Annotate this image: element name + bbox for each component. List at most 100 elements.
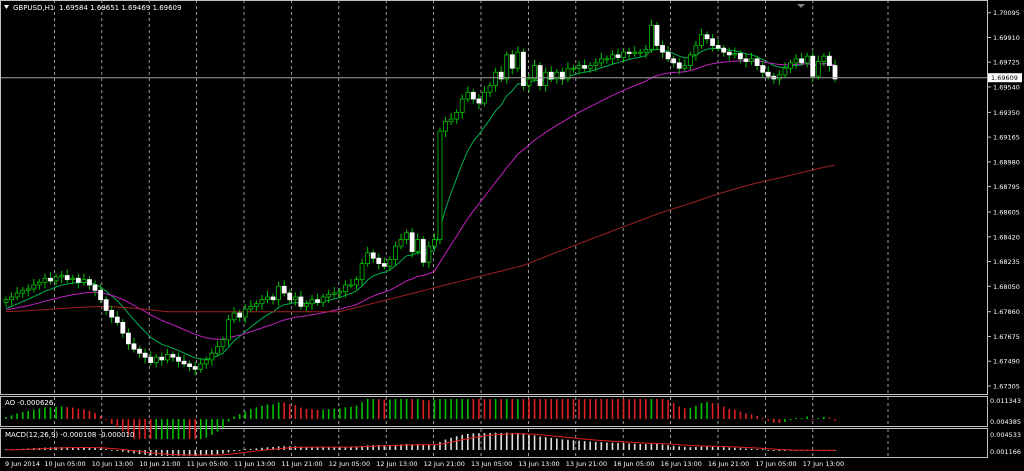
ao-bar (622, 399, 625, 419)
ao-bar (606, 399, 608, 419)
ao-bar (300, 407, 302, 419)
ao-bar (127, 419, 130, 436)
macd-bar (166, 450, 169, 456)
macd-bar (728, 447, 731, 450)
time-label: 11 Jun 05:00 (187, 460, 228, 468)
price-tick-label: 1.69540 (993, 83, 1020, 91)
candle-body (148, 356, 154, 363)
candle-body (782, 67, 788, 76)
ao-bar (44, 407, 46, 419)
macd-bar (784, 450, 786, 451)
candles (3, 19, 838, 376)
macd-bar (294, 446, 297, 450)
candle-body (598, 58, 604, 64)
macd-bar (511, 432, 514, 450)
price-tick-label: 1.68235 (993, 258, 1020, 266)
ao-bar (283, 402, 285, 419)
ao-bar (439, 399, 441, 419)
macd-bar (528, 434, 530, 450)
candle-body (754, 58, 760, 66)
candle-body (226, 319, 231, 341)
ao-bar (778, 419, 781, 424)
ao-bar (494, 399, 497, 419)
candle-body (114, 316, 120, 323)
candle-body (799, 58, 805, 64)
ao-bar (695, 405, 697, 419)
candle-body (365, 252, 371, 264)
chevron-down-icon[interactable] (4, 5, 9, 9)
ao-bar (483, 399, 486, 419)
macd-bar (789, 450, 792, 451)
ao-bar (461, 399, 464, 419)
ao-label: AO -0.000626 (5, 399, 54, 407)
candle-body (593, 62, 599, 66)
macd-bar (355, 446, 358, 450)
ao-bar (116, 419, 119, 428)
ao-bar (633, 399, 636, 419)
ao-bar (188, 419, 191, 439)
ao-bar (372, 399, 375, 419)
ao-bar (556, 399, 558, 419)
macd-bar (94, 447, 96, 450)
candle-body (370, 252, 376, 259)
ao-bar (105, 419, 107, 421)
price-tick-label: 1.67860 (993, 308, 1020, 316)
ao-bar (27, 411, 30, 419)
ao-bar (250, 409, 252, 419)
shift-marker-icon[interactable] (797, 4, 805, 8)
macd-bar (160, 450, 163, 456)
time-label: 9 Jun 2014 (5, 460, 40, 468)
candle-body (470, 91, 476, 100)
candle-body (699, 34, 704, 46)
macd-bar (561, 439, 564, 450)
candle-body (504, 54, 510, 80)
price-tick-label: 1.70095 (993, 9, 1020, 17)
ao-bar (683, 408, 686, 419)
ao-bar (650, 399, 653, 419)
candle-body (804, 55, 810, 64)
ao-bar (333, 408, 336, 419)
ao-bar (177, 419, 180, 439)
time-label: 10 Jun 21:00 (139, 460, 180, 468)
ao-tick-bottom: 0.004385 (990, 418, 1021, 426)
ao-bar (194, 419, 196, 439)
candle-body (576, 65, 582, 69)
candle-body (621, 51, 626, 58)
candle-body (765, 71, 771, 77)
ao-bar (400, 399, 402, 419)
ao-bar (311, 409, 313, 419)
candle-body (48, 277, 53, 282)
ao-bar (272, 404, 274, 419)
price-tick-label: 1.69165 (993, 134, 1020, 142)
candle-body (832, 65, 838, 80)
ao-bar (166, 419, 169, 439)
candle-body (248, 305, 254, 310)
ao-bar (656, 399, 658, 419)
candle-body (827, 55, 832, 66)
time-label: 10 Jun 13:00 (92, 460, 133, 468)
macd-bar (533, 435, 536, 450)
candle-body (487, 85, 493, 93)
candle-body (331, 292, 337, 295)
macd-bar (55, 447, 57, 450)
candle-body (59, 275, 65, 278)
macd-bar (110, 450, 113, 451)
ao-bar (155, 419, 158, 439)
macd-bar (227, 450, 230, 453)
candle-body (98, 289, 103, 301)
macd-bar (650, 443, 653, 450)
candle-body (3, 299, 9, 303)
macd-bar (572, 440, 575, 450)
ao-bar (183, 419, 185, 439)
macd-bar (517, 432, 519, 450)
ao-bar (789, 419, 792, 421)
ao-bar (511, 399, 514, 419)
candle-body (660, 45, 665, 53)
ao-bar (550, 399, 553, 419)
ao-bar (144, 419, 146, 439)
ao-bar (244, 411, 247, 419)
candle-body (398, 239, 404, 247)
candle-body (665, 51, 671, 60)
ao-bar (505, 399, 508, 419)
